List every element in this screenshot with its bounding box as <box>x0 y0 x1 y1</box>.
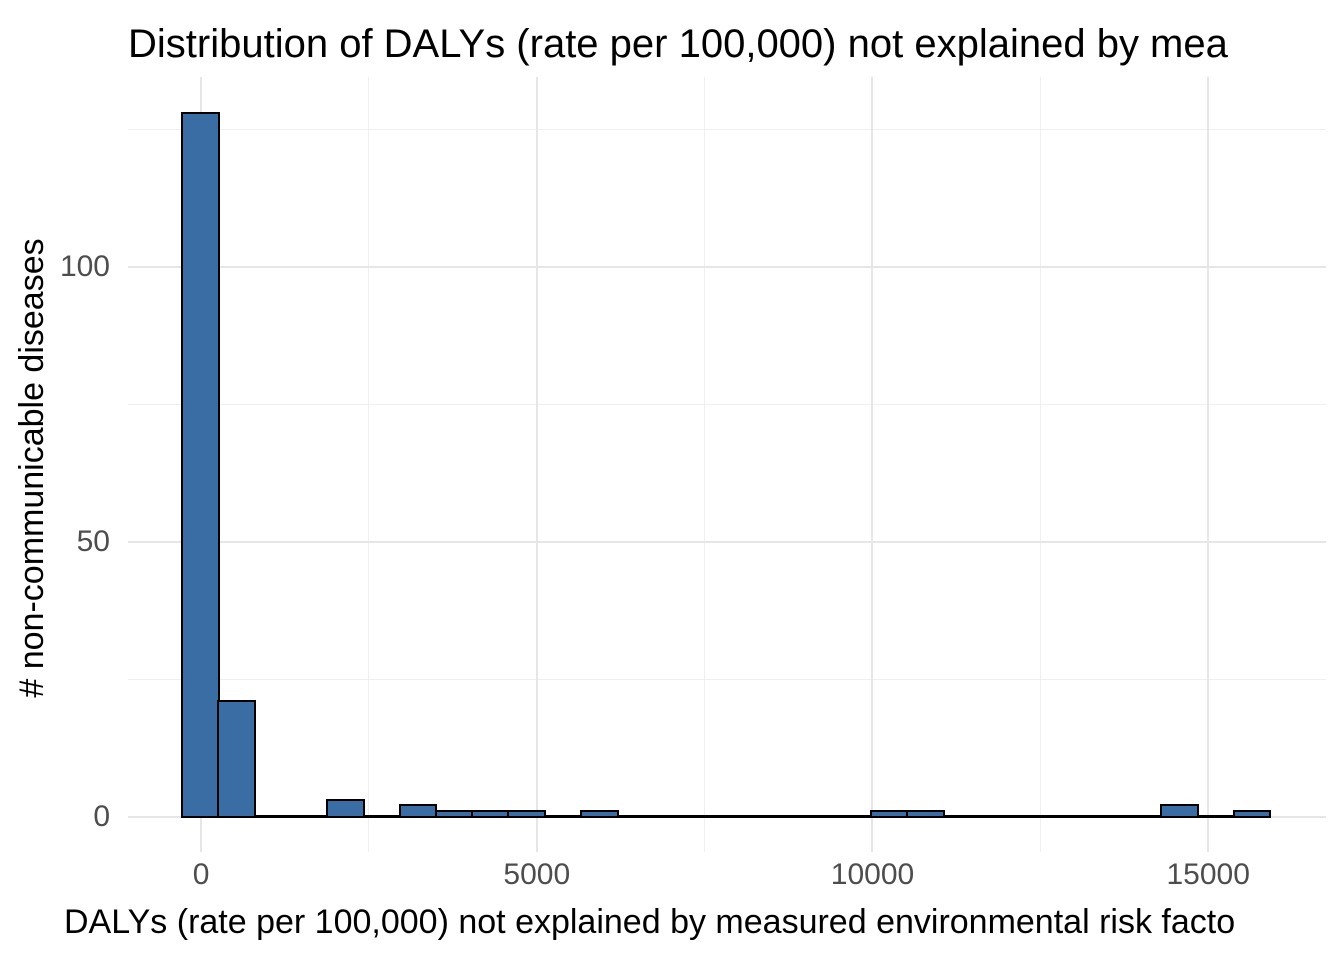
y-major-gridline <box>128 540 1326 543</box>
chart-title: Distribution of DALYs (rate per 100,000)… <box>128 22 1228 66</box>
histogram-bar <box>1160 804 1199 818</box>
y-minor-gridline <box>128 678 1326 680</box>
y-major-gridline <box>128 265 1326 268</box>
y-tick-label: 0 <box>93 799 110 833</box>
histogram-bar <box>1232 809 1272 818</box>
histogram-bar <box>181 111 220 818</box>
x-tick-label: 0 <box>192 858 210 891</box>
histogram-bar <box>398 804 438 818</box>
x-minor-gridline <box>704 77 706 852</box>
y-tick-label: 100 <box>59 249 110 283</box>
y-axis-title: # non-communicable diseases <box>13 238 51 698</box>
histogram-bar <box>326 798 365 818</box>
histogram-bar <box>579 809 619 818</box>
histogram-bar <box>870 809 909 818</box>
plot-panel <box>128 77 1326 852</box>
histogram-bar <box>507 809 547 818</box>
histogram-baseline <box>181 815 1272 818</box>
histogram-bar <box>906 809 946 818</box>
x-tick-label: 15000 <box>1166 858 1250 891</box>
x-major-gridline <box>1207 77 1210 852</box>
x-minor-gridline <box>368 77 370 852</box>
y-tick-label: 50 <box>76 524 110 558</box>
histogram-bar <box>217 699 257 818</box>
x-tick-label: 10000 <box>830 858 915 891</box>
histogram-bar <box>434 809 474 818</box>
x-major-gridline <box>535 77 538 852</box>
x-axis-title: DALYs (rate per 100,000) not explained b… <box>64 903 1236 941</box>
y-minor-gridline <box>128 128 1326 130</box>
y-minor-gridline <box>128 403 1326 405</box>
x-major-gridline <box>871 77 874 852</box>
histogram-bar <box>471 809 510 818</box>
x-tick-label: 5000 <box>503 858 571 891</box>
x-minor-gridline <box>1039 77 1041 852</box>
